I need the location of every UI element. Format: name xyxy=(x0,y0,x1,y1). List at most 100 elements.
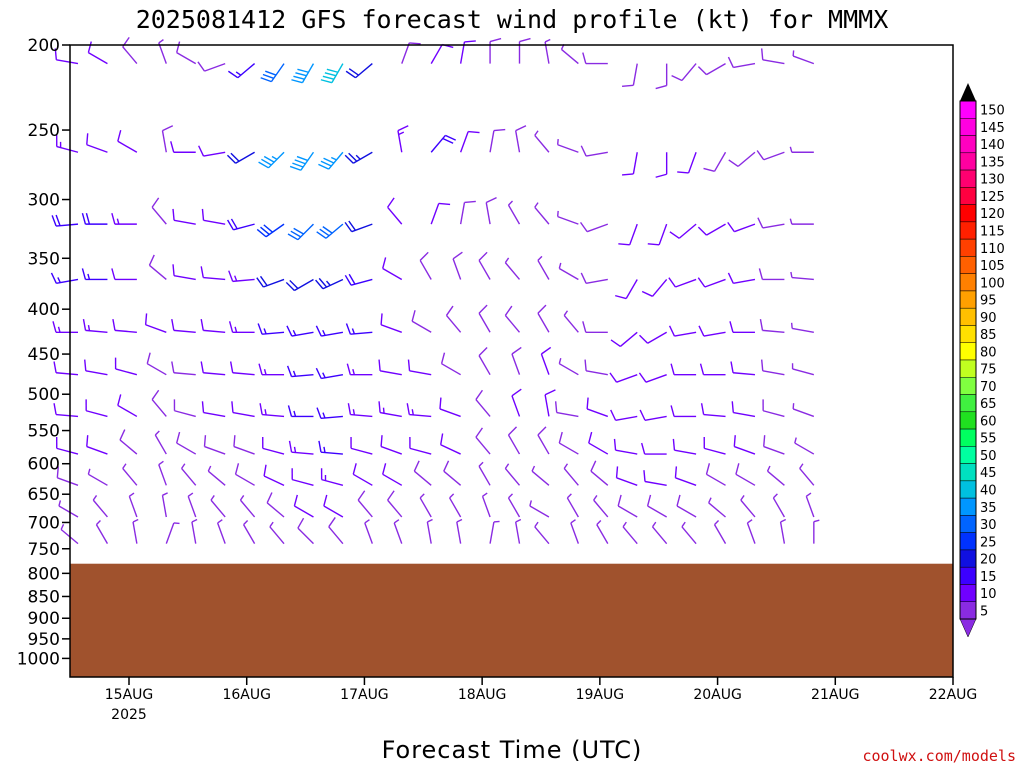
wind-barb-shaft xyxy=(174,410,196,418)
wind-barb-halfflag xyxy=(529,500,533,507)
colorbar-swatch xyxy=(959,394,977,413)
wind-barb-halfflag xyxy=(531,465,536,472)
wind-barb-halfflag xyxy=(187,492,194,497)
plot-area xyxy=(50,36,954,678)
wind-barb-flag xyxy=(287,233,299,241)
wind-barb-flag xyxy=(442,137,454,144)
wind-barb-flag xyxy=(203,435,207,447)
wind-barb-halfflag xyxy=(563,310,569,316)
colorbar-label: 90 xyxy=(980,311,997,326)
wind-barb-halfflag xyxy=(780,518,787,523)
wind-barb xyxy=(172,264,196,281)
wind-barb-halfflag xyxy=(87,324,91,331)
wind-barb-halfflag xyxy=(456,518,463,523)
wind-barb-flag xyxy=(231,401,234,413)
wind-barb xyxy=(563,463,579,486)
wind-barb xyxy=(563,310,579,333)
wind-barb xyxy=(609,372,638,383)
wind-barb-flag xyxy=(641,290,653,297)
wind-barb xyxy=(558,431,579,455)
wind-barb xyxy=(401,42,421,64)
colorbar-swatch xyxy=(959,152,977,171)
wind-barb-flag xyxy=(640,442,646,455)
wind-barb-flag xyxy=(397,125,409,132)
wind-barb xyxy=(87,468,108,486)
wind-barb-shaft xyxy=(387,206,403,225)
wind-barb-shaft xyxy=(762,329,785,333)
colorbar-swatch xyxy=(959,307,977,326)
wind-barb xyxy=(287,223,314,241)
wind-barb-flag xyxy=(176,41,181,53)
wind-barb xyxy=(315,325,344,337)
wind-barb-flag xyxy=(344,154,354,164)
wind-barb-shaft xyxy=(507,434,521,455)
colorbar-label: 85 xyxy=(980,328,997,343)
wind-barb xyxy=(430,134,456,153)
wind-barb-shaft xyxy=(151,206,167,225)
wind-barb-shaft xyxy=(262,447,285,455)
wind-barb-halfflag xyxy=(478,461,484,467)
wind-barb-shaft xyxy=(95,524,109,544)
wind-barb xyxy=(171,361,196,376)
wind-barb xyxy=(537,304,550,333)
wind-barb-flag xyxy=(613,438,617,451)
wind-barb xyxy=(345,63,373,79)
wind-barb xyxy=(507,426,521,455)
wind-barb xyxy=(708,497,726,518)
wind-barb-shaft xyxy=(658,223,668,246)
wind-barb-flag xyxy=(229,361,234,373)
wind-barb-shaft xyxy=(687,152,697,174)
wind-barb-flag xyxy=(323,494,328,507)
wind-barb xyxy=(198,145,226,157)
wind-barb-halfflag xyxy=(234,275,238,282)
wind-barb xyxy=(181,463,197,486)
wind-barb-shaft xyxy=(733,411,756,418)
colorbar-swatch xyxy=(959,566,977,585)
wind-barb-shaft xyxy=(779,521,786,544)
wind-barb xyxy=(406,403,432,418)
wind-barb xyxy=(227,218,255,231)
wind-barb-flag xyxy=(621,84,634,88)
wind-barb-flag xyxy=(728,159,739,167)
wind-barb-shaft xyxy=(158,464,167,486)
wind-barb-halfflag xyxy=(508,493,514,499)
wind-barb xyxy=(507,200,521,225)
wind-barb xyxy=(779,518,787,544)
wind-barb xyxy=(733,435,756,455)
wind-barb-shaft xyxy=(419,497,432,518)
wind-barb-flag xyxy=(655,173,667,178)
wind-barb-shaft xyxy=(675,278,697,288)
wind-barb-shaft xyxy=(56,447,79,455)
wind-barb-flag xyxy=(294,159,306,165)
wind-barb xyxy=(228,321,255,333)
wind-barb-shaft xyxy=(529,505,550,518)
wind-barb-flag xyxy=(419,251,429,261)
wind-barb-halfflag xyxy=(243,520,249,526)
wind-barb-flag xyxy=(643,470,646,482)
wind-barb-shaft xyxy=(204,445,226,455)
wind-barb xyxy=(112,319,137,333)
colorbar-legend: 1501451401351301251201151101051009590858… xyxy=(959,83,1005,638)
wind-barb xyxy=(430,202,451,225)
wind-barb-flag xyxy=(263,464,267,477)
wind-barb-flag xyxy=(478,304,488,314)
wind-barb-flag xyxy=(445,134,456,141)
wind-barb xyxy=(681,521,697,545)
wind-barb-flag xyxy=(324,72,337,77)
wind-barb-halfflag xyxy=(235,71,242,76)
wind-barb xyxy=(256,275,285,288)
y-axis: 200 250 300 350 400 450 500 550 600 650 700 750 800 8… xyxy=(17,36,70,669)
wind-barb-flag xyxy=(615,466,619,478)
colorbar-swatch xyxy=(959,428,977,447)
wind-barb-flag xyxy=(288,440,293,453)
wind-barb xyxy=(799,463,815,486)
wind-barb-halfflag xyxy=(790,322,793,329)
wind-barb-shaft xyxy=(733,278,756,284)
credit-text: coolwx.com/models xyxy=(862,747,1016,765)
wind-barb-flag xyxy=(348,68,359,76)
wind-barb xyxy=(201,401,226,418)
wind-barb xyxy=(697,277,726,288)
wind-barb-flag xyxy=(489,37,502,43)
colorbar-label: 80 xyxy=(980,345,997,360)
wind-barb-flag xyxy=(638,372,647,383)
